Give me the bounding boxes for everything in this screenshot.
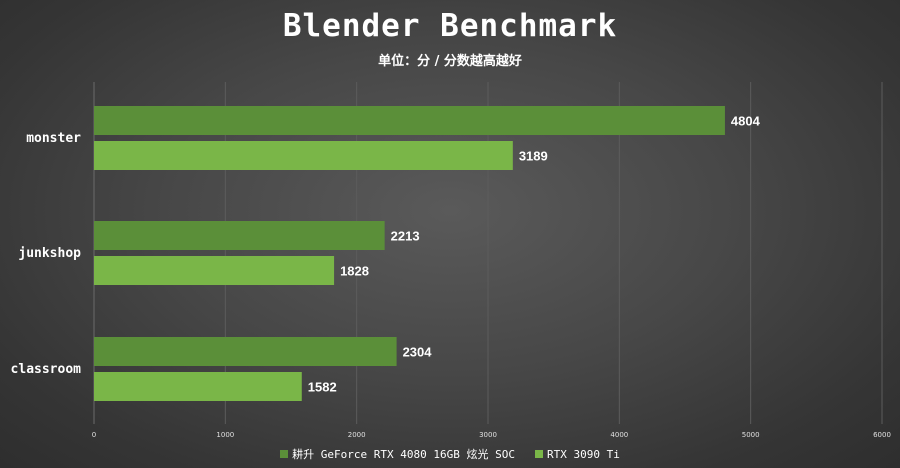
labels: 0 1000 2000 3000 4000 5000 6000 4804 3189 monster… [11, 114, 891, 440]
category-label-monster: monster [26, 131, 81, 146]
legend-swatch-series-1 [280, 450, 289, 458]
data-label-junkshop-series-2: 1828 [340, 264, 369, 279]
bar-classroom-series-2[interactable] [94, 372, 302, 401]
legend: 耕升 GeForce RTX 4080 16GB 炫光 SOC RTX 3090… [0, 446, 900, 462]
legend-label-series-1: 耕升 GeForce RTX 4080 16GB 炫光 SOC [292, 448, 515, 461]
x-tick-label-5000: 5000 [742, 431, 760, 439]
legend-label-series-2: RTX 3090 Ti [546, 447, 620, 461]
chart-subtitle: 单位：分 / 分数越高越好 [378, 54, 522, 69]
bar-classroom-series-1[interactable] [94, 337, 397, 366]
bar-junkshop-series-1[interactable] [94, 221, 385, 250]
category-label-classroom: classroom [11, 362, 82, 377]
bar-junkshop-series-2[interactable] [94, 256, 335, 285]
x-tick-label-2000: 2000 [348, 431, 366, 439]
x-tick-label-1000: 1000 [216, 431, 234, 439]
legend-swatch-series-2 [534, 450, 543, 458]
bar-monster-series-1[interactable] [94, 106, 725, 135]
legend-item-series-2[interactable]: RTX 3090 Ti [534, 446, 620, 462]
bars [94, 106, 725, 401]
legend-item-series-1[interactable]: 耕升 GeForce RTX 4080 16GB 炫光 SOC [280, 446, 515, 462]
x-tick-label-0: 0 [92, 431, 96, 439]
data-label-junkshop-series-1: 2213 [391, 229, 420, 244]
data-label-monster-series-2: 3189 [519, 149, 548, 164]
grid-lines [93, 82, 883, 424]
bar-monster-series-2[interactable] [94, 141, 513, 170]
data-label-classroom-series-1: 2304 [403, 345, 433, 360]
category-label-junkshop: junkshop [18, 246, 81, 261]
data-label-classroom-series-2: 1582 [308, 380, 337, 395]
x-tick-label-3000: 3000 [479, 431, 497, 439]
x-tick-label-4000: 4000 [610, 431, 628, 439]
data-label-monster-series-1: 4804 [731, 114, 761, 129]
x-tick-label-6000: 6000 [873, 431, 891, 439]
chart-title: Blender Benchmark [282, 8, 618, 44]
